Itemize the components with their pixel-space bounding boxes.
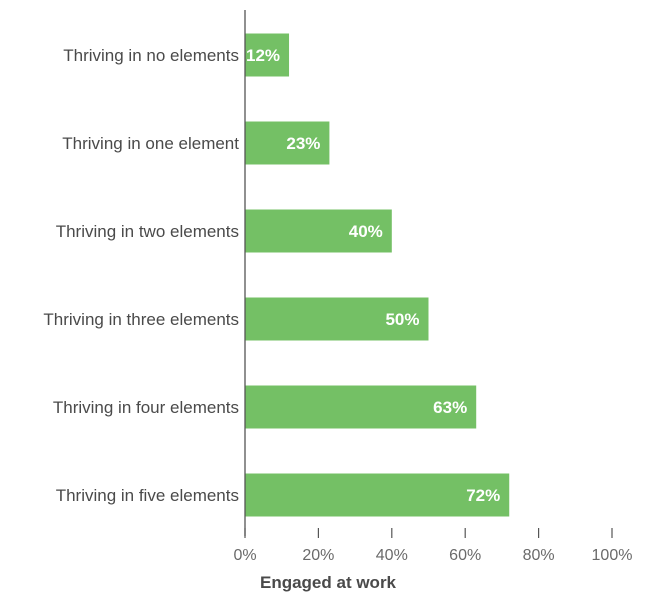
bar — [245, 33, 290, 77]
data-label: 50% — [385, 310, 419, 329]
data-label: 72% — [466, 486, 500, 505]
category-label: Thriving in one element — [62, 134, 239, 153]
data-label: 63% — [433, 398, 467, 417]
category-label: Thriving in three elements — [43, 310, 239, 329]
x-axis-ticks: 0% 20% 40% 60% 80% 100% — [233, 528, 632, 564]
x-tick-label: 20% — [302, 547, 334, 564]
bar — [245, 297, 429, 341]
category-label: Thriving in two elements — [56, 222, 239, 241]
category-label: Thriving in four elements — [53, 398, 239, 417]
bars-group — [245, 33, 510, 517]
x-tick-label: 100% — [592, 547, 633, 564]
x-tick-label: 0% — [233, 547, 256, 564]
data-labels: 12% 23% 40% 50% 63% 72% — [246, 46, 500, 505]
category-label: Thriving in five elements — [56, 486, 239, 505]
bar — [245, 385, 477, 429]
x-tick-label: 80% — [523, 547, 555, 564]
category-label: Thriving in no elements — [63, 46, 239, 65]
data-label: 40% — [349, 222, 383, 241]
x-axis-title: Engaged at work — [260, 573, 397, 592]
category-labels: Thriving in no elements Thriving in one e… — [43, 46, 239, 505]
data-label: 23% — [286, 134, 320, 153]
x-tick-label: 60% — [449, 547, 481, 564]
bar — [245, 209, 392, 253]
x-tick-label: 40% — [376, 547, 408, 564]
data-label: 12% — [246, 46, 280, 65]
bar — [245, 473, 510, 517]
bar — [245, 121, 330, 165]
